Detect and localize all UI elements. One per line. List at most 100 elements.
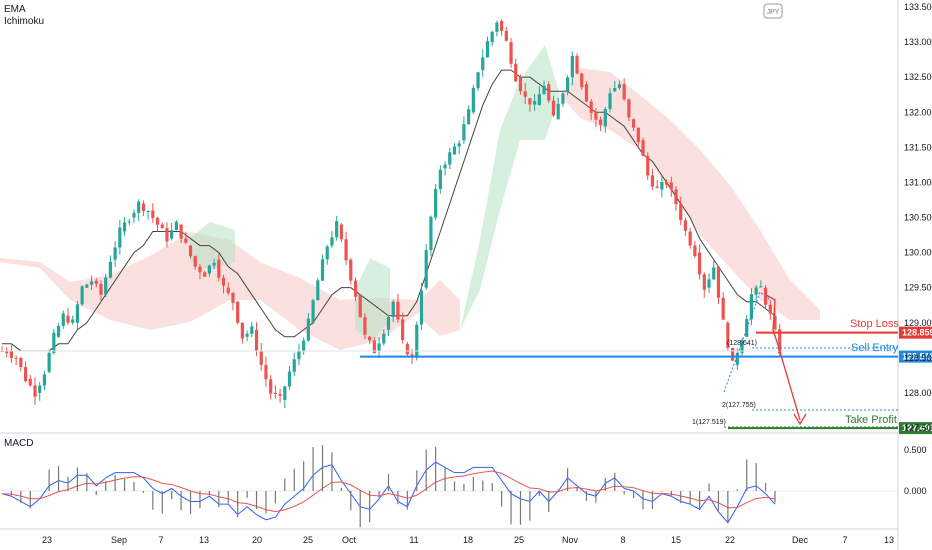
candle [269, 375, 273, 400]
candle-body [504, 30, 508, 41]
candle [254, 322, 259, 357]
candle [104, 273, 108, 297]
candle [542, 80, 546, 95]
candle [533, 93, 537, 111]
candle [358, 294, 362, 318]
time-tick-label: Nov [562, 535, 579, 545]
ema-indicator-label[interactable]: EMA [4, 4, 26, 15]
price-tick-label: 130.500 [904, 213, 932, 223]
price-axis[interactable]: 133.500 133.000 132.500 132.000 131.500 131.0… [904, 2, 932, 433]
candle-body [415, 324, 419, 358]
candle-body [631, 119, 636, 128]
price-tick-label: 128.500 [904, 353, 932, 363]
candle-body [141, 203, 146, 212]
candle-body [339, 224, 343, 240]
candle [467, 105, 471, 125]
candle-body [419, 290, 424, 325]
candle [320, 254, 325, 281]
candle-body [85, 284, 89, 288]
candle [547, 81, 551, 104]
macd-indicator-label[interactable]: MACD [4, 438, 34, 449]
candle-body [382, 333, 386, 344]
candle-body [674, 189, 678, 205]
candle-body [735, 353, 739, 365]
price-tick-label: 132.000 [904, 107, 932, 117]
candle [448, 147, 452, 169]
cloud-region [190, 222, 235, 270]
candle-body [353, 280, 358, 297]
candle-body [212, 262, 216, 266]
candle-body [372, 340, 376, 354]
candle-body [584, 84, 589, 102]
candle-body [325, 246, 329, 260]
ichimoku-cloud [0, 45, 820, 350]
candle [537, 86, 541, 106]
candle [38, 381, 42, 401]
ichimoku-indicator-label[interactable]: Ichimoku [4, 16, 45, 27]
candle-body [467, 109, 471, 125]
candle [203, 271, 207, 277]
candle-body [245, 333, 249, 337]
candle-body [287, 371, 292, 387]
candle [730, 347, 735, 361]
candle-body [391, 301, 395, 318]
candle-body [749, 294, 754, 320]
candle-body [452, 146, 457, 155]
price-tick-label: 132.500 [904, 72, 932, 82]
candle [179, 224, 183, 244]
level-price-tag-text: 128.518 [902, 352, 932, 362]
candle-body [523, 91, 527, 97]
candle [518, 74, 523, 95]
candle [151, 203, 155, 223]
candle [42, 370, 47, 391]
candle [462, 116, 466, 145]
candle [339, 223, 343, 243]
candle-body [278, 394, 282, 396]
candle-body [363, 317, 367, 335]
candle [226, 282, 230, 296]
candle-body [316, 280, 320, 301]
candle-body [570, 55, 574, 78]
candle [697, 244, 702, 280]
candle [457, 140, 461, 155]
candle [627, 98, 631, 122]
price-tick-label: 133.500 [904, 2, 932, 12]
symbol-badge[interactable]: JPY [763, 3, 783, 19]
candle [566, 75, 570, 96]
price-tick-label: 129.000 [904, 318, 932, 328]
cloud-region [460, 45, 560, 330]
candle-body [330, 237, 334, 246]
candle [726, 321, 730, 351]
candle [438, 165, 442, 194]
candle [419, 282, 424, 330]
candle [773, 308, 777, 332]
macd-line [1, 461, 776, 524]
candle-body [254, 329, 259, 351]
candle [768, 299, 772, 321]
level-price-tag [899, 422, 932, 435]
candle [141, 200, 146, 217]
time-tick-label: 25 [303, 535, 313, 545]
candle [89, 275, 94, 291]
time-axis[interactable]: 23 Sep 7 13 20 25 Oct 11 18 25 Nov 8 15 22 Dec 7 13 [42, 535, 894, 545]
candle-body [52, 332, 56, 353]
candle-body [283, 386, 287, 400]
candle [707, 273, 711, 294]
candle [330, 231, 334, 249]
candle [259, 342, 263, 371]
candle [174, 220, 178, 231]
candle-body [273, 392, 277, 395]
time-tick-label: 20 [252, 535, 262, 545]
candle-body [650, 175, 655, 187]
candle [693, 241, 697, 259]
candle [273, 385, 277, 399]
candle-body [547, 84, 551, 101]
candle [207, 264, 211, 278]
candle-body [716, 266, 721, 298]
candle-body [47, 352, 51, 372]
candle [382, 329, 386, 346]
price-tick-label: 128.000 [904, 388, 932, 398]
candle-body [495, 22, 499, 32]
